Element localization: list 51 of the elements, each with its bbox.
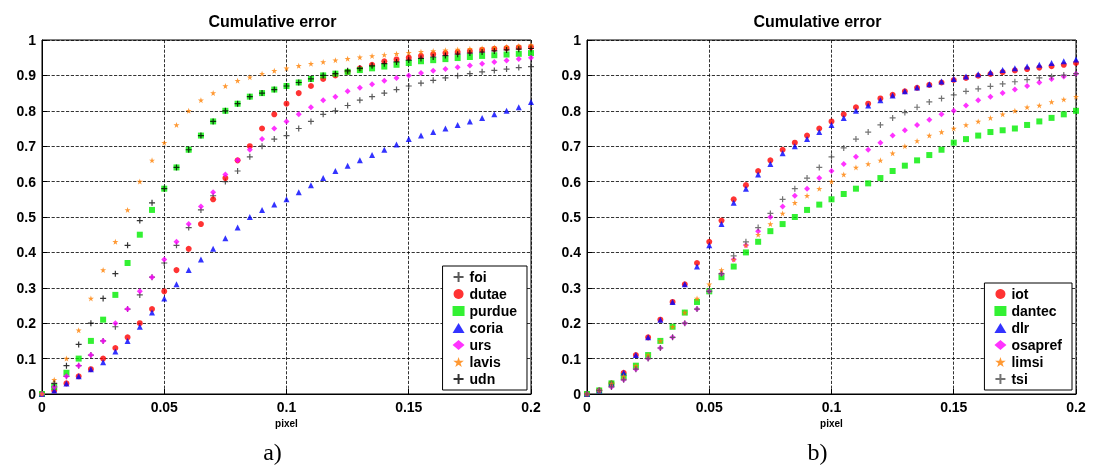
text: b) xyxy=(807,439,828,465)
y-tick-label: 0.7 xyxy=(16,138,37,155)
y-tick-label: 0.6 xyxy=(16,173,37,190)
y-tick-label: 0.4 xyxy=(16,244,37,261)
y-tick-label: 0 xyxy=(573,386,582,402)
y-tick-label: 0.1 xyxy=(561,350,582,367)
y-tick-label: 0.2 xyxy=(16,315,37,332)
y-tick-label: 0.2 xyxy=(561,315,582,332)
legend-label: tsi xyxy=(1011,371,1028,387)
x-tick-label: 0.05 xyxy=(150,399,179,415)
x-tick-label: 0.2 xyxy=(1066,399,1086,415)
legend-label: udn xyxy=(469,371,496,387)
y-tick-label: 0.1 xyxy=(16,350,37,367)
y-tick-label: 0 xyxy=(28,386,37,402)
x-tick-label: 0 xyxy=(38,399,47,415)
y-tick-label: 0.4 xyxy=(561,244,582,261)
y-tick-label: 0.5 xyxy=(561,209,582,225)
y-tick-label: 0.3 xyxy=(561,279,582,296)
y-tick-label: 0.9 xyxy=(561,67,582,84)
chart-title: Cumulative error xyxy=(208,12,337,30)
x-tick-label: 0.1 xyxy=(821,399,842,415)
y-tick-label: 0.3 xyxy=(16,279,37,296)
x-tick-label: 0 xyxy=(583,399,592,415)
y-tick-label: 0.8 xyxy=(561,102,582,119)
y-tick-label: 1 xyxy=(28,32,37,48)
x-axis-title: pixel xyxy=(820,418,844,430)
y-tick-label: 0.6 xyxy=(561,173,582,190)
legend-label: iot xyxy=(1011,286,1029,302)
legend-label: lavis xyxy=(469,354,501,370)
y-tick-label: 0.8 xyxy=(16,102,37,119)
x-tick-label: 0.05 xyxy=(695,399,724,415)
legend-label: dantec xyxy=(1011,303,1057,319)
y-tick-label: 0.9 xyxy=(16,67,37,84)
x-tick-label: 0.2 xyxy=(521,399,541,415)
x-tick-label: 0.15 xyxy=(940,399,968,415)
legend-label: purdue xyxy=(469,303,518,319)
x-tick-label: 0.1 xyxy=(276,399,297,415)
legend-label: urs xyxy=(469,337,492,353)
legend-label: dutae xyxy=(469,286,508,302)
y-tick-label: 0.5 xyxy=(16,209,37,225)
text: a) xyxy=(263,439,282,465)
legend-label: osapref xyxy=(1011,337,1063,353)
legend-label: foi xyxy=(469,269,487,285)
y-tick-label: 1 xyxy=(573,32,582,48)
y-tick-label: 0.7 xyxy=(561,138,582,155)
legend-label: limsi xyxy=(1011,354,1044,370)
chart-title: Cumulative error xyxy=(753,12,882,30)
legend-label: dlr xyxy=(1011,320,1030,336)
x-axis-title: pixel xyxy=(275,418,299,430)
x-tick-label: 0.15 xyxy=(395,399,423,415)
legend-label: coria xyxy=(469,320,504,336)
